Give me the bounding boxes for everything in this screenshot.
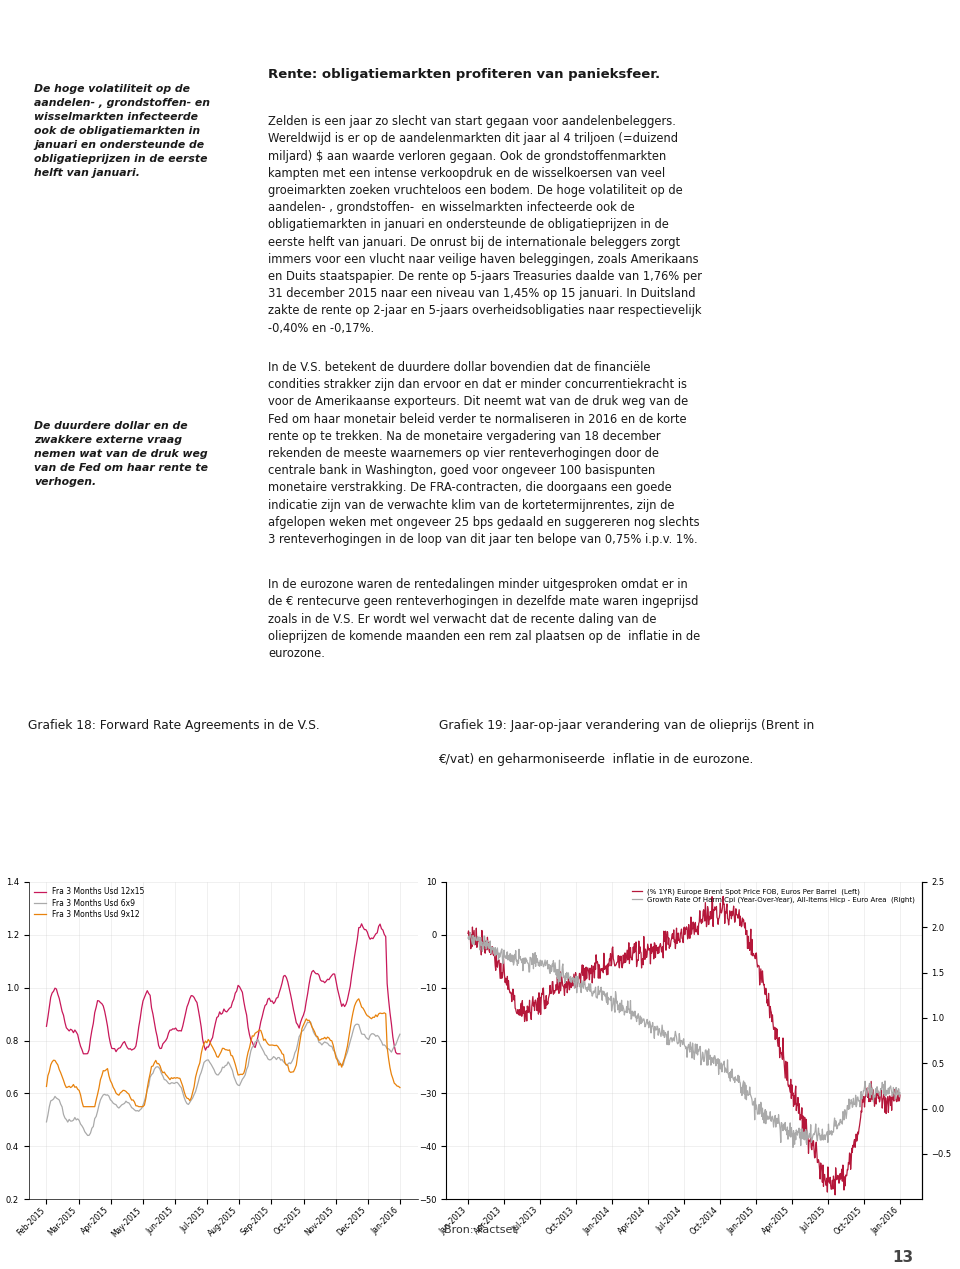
Text: In de eurozone waren de rentedalingen minder uitgesproken omdat er in
de € rente: In de eurozone waren de rentedalingen mi… [268,579,700,660]
Fra 3 Months Usd 9x12 [188,1079,200,1094]
Fra 3 Months Usd 9x12 [353,991,365,1006]
(% 1YR) Europe Brent Spot Price FOB, Euros Per Barrel  (Left) [869,1099,880,1114]
Line: (% 1YR) Europe Brent Spot Price FOB, Euros Per Barrel  (Left): (% 1YR) Europe Brent Spot Price FOB, Eur… [468,896,900,1195]
(% 1YR) Europe Brent Spot Price FOB, Euros Per Barrel  (Left) [645,957,657,972]
Growth Rate Of Harm Cpi (Year-Over-Year), All-Items Hicp - Euro Area  (Right) [463,930,474,945]
Fra 3 Months Usd 9x12 [383,1051,395,1066]
Fra 3 Months Usd 9x12 [395,1080,406,1095]
(% 1YR) Europe Brent Spot Price FOB, Euros Per Barrel  (Left) [567,978,579,994]
Fra 3 Months Usd 6x9 [101,1088,112,1103]
Fra 3 Months Usd 6x9 [188,1088,200,1103]
Fra 3 Months Usd 12x15 [101,1010,112,1025]
Legend: Fra 3 Months Usd 12x15, Fra 3 Months Usd 6x9, Fra 3 Months Usd 9x12: Fra 3 Months Usd 12x15, Fra 3 Months Usd… [33,886,146,920]
Text: Grafiek 18: Forward Rate Agreements in de V.S.: Grafiek 18: Forward Rate Agreements in d… [29,720,321,732]
Fra 3 Months Usd 12x15 [286,994,298,1009]
(% 1YR) Europe Brent Spot Price FOB, Euros Per Barrel  (Left) [717,888,729,904]
Text: 13: 13 [892,1250,913,1265]
Text: De duurdere dollar en de
zwakkere externe vraag
nemen wat van de druk weg
van de: De duurdere dollar en de zwakkere extern… [35,421,208,487]
Fra 3 Months Usd 6x9 [286,1053,298,1068]
Text: Rente: obligatiemarkten profiteren van panieksfeer.: Rente: obligatiemarkten profiteren van p… [268,69,660,81]
Text: Zelden is een jaar zo slecht van start gegaan voor aandelenbeleggers.
Wereldwijd: Zelden is een jaar zo slecht van start g… [268,115,702,335]
Growth Rate Of Harm Cpi (Year-Over-Year), All-Items Hicp - Euro Area  (Right) [578,981,589,996]
Fra 3 Months Usd 6x9 [184,1095,196,1110]
Growth Rate Of Harm Cpi (Year-Over-Year), All-Items Hicp - Euro Area  (Right) [869,1089,880,1104]
Fra 3 Months Usd 9x12 [40,1079,52,1094]
Text: In de V.S. betekent de duurdere dollar bovendien dat de financiële
condities str: In de V.S. betekent de duurdere dollar b… [268,360,700,546]
Fra 3 Months Usd 6x9 [395,1027,406,1042]
Fra 3 Months Usd 12x15 [188,990,200,1005]
Fra 3 Months Usd 9x12 [247,1028,258,1043]
Growth Rate Of Harm Cpi (Year-Over-Year), All-Items Hicp - Euro Area  (Right) [894,1085,905,1100]
Text: €/vat) en geharmoniseerde  inflatie in de eurozone.: €/vat) en geharmoniseerde inflatie in de… [439,753,754,766]
Fra 3 Months Usd 12x15 [78,1046,89,1061]
Fra 3 Months Usd 6x9 [40,1114,52,1129]
Line: Fra 3 Months Usd 9x12: Fra 3 Months Usd 9x12 [46,999,400,1107]
Fra 3 Months Usd 12x15 [383,992,395,1008]
Fra 3 Months Usd 9x12 [78,1099,89,1114]
Growth Rate Of Harm Cpi (Year-Over-Year), All-Items Hicp - Euro Area  (Right) [787,1140,799,1155]
(% 1YR) Europe Brent Spot Price FOB, Euros Per Barrel  (Left) [577,968,588,983]
Line: Fra 3 Months Usd 6x9: Fra 3 Months Usd 6x9 [46,1022,400,1136]
(% 1YR) Europe Brent Spot Price FOB, Euros Per Barrel  (Left) [865,1094,876,1109]
Fra 3 Months Usd 9x12 [184,1093,196,1108]
(% 1YR) Europe Brent Spot Price FOB, Euros Per Barrel  (Left) [860,1088,872,1103]
Text: januari 2016: januari 2016 [830,14,939,28]
Fra 3 Months Usd 6x9 [304,1014,316,1029]
Growth Rate Of Harm Cpi (Year-Over-Year), All-Items Hicp - Euro Area  (Right) [645,1025,657,1041]
Fra 3 Months Usd 12x15 [247,1034,258,1049]
Growth Rate Of Harm Cpi (Year-Over-Year), All-Items Hicp - Euro Area  (Right) [865,1076,876,1091]
Text: Belfius | Macro visie: Belfius | Macro visie [21,13,193,29]
Fra 3 Months Usd 12x15 [40,1019,52,1034]
(% 1YR) Europe Brent Spot Price FOB, Euros Per Barrel  (Left) [463,926,474,942]
Line: Fra 3 Months Usd 12x15: Fra 3 Months Usd 12x15 [46,924,400,1053]
(% 1YR) Europe Brent Spot Price FOB, Euros Per Barrel  (Left) [894,1088,905,1103]
Line: Growth Rate Of Harm Cpi (Year-Over-Year), All-Items Hicp - Euro Area  (Right): Growth Rate Of Harm Cpi (Year-Over-Year)… [468,933,900,1147]
Growth Rate Of Harm Cpi (Year-Over-Year), All-Items Hicp - Euro Area  (Right) [860,1081,872,1096]
(% 1YR) Europe Brent Spot Price FOB, Euros Per Barrel  (Left) [829,1188,841,1203]
Fra 3 Months Usd 12x15 [395,1046,406,1061]
Fra 3 Months Usd 9x12 [101,1062,112,1077]
Growth Rate Of Harm Cpi (Year-Over-Year), All-Items Hicp - Euro Area  (Right) [465,925,476,940]
Text: Grafiek 19: Jaar-op-jaar verandering van de olieprijs (Brent in: Grafiek 19: Jaar-op-jaar verandering van… [439,720,814,732]
Fra 3 Months Usd 12x15 [184,991,196,1006]
Fra 3 Months Usd 12x15 [356,916,368,931]
Growth Rate Of Harm Cpi (Year-Over-Year), All-Items Hicp - Euro Area  (Right) [567,975,579,990]
Fra 3 Months Usd 6x9 [383,1041,395,1056]
Legend: (% 1YR) Europe Brent Spot Price FOB, Euros Per Barrel  (Left), Growth Rate Of Ha: (% 1YR) Europe Brent Spot Price FOB, Eur… [629,886,918,906]
Text: Bron: Factset: Bron: Factset [444,1225,516,1235]
Fra 3 Months Usd 6x9 [247,1039,258,1055]
Fra 3 Months Usd 9x12 [286,1065,298,1080]
Text: De hoge volatiliteit op de
aandelen- , grondstoffen- en
wisselmarkten infecteerd: De hoge volatiliteit op de aandelen- , g… [35,84,210,178]
Fra 3 Months Usd 6x9 [82,1128,93,1143]
